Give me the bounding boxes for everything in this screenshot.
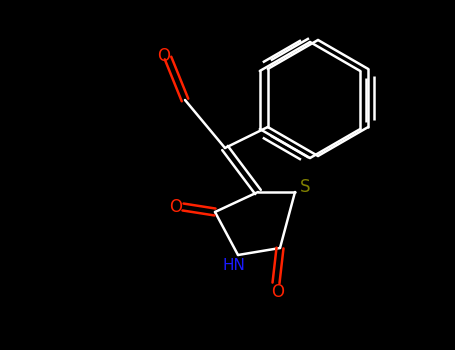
Text: O: O (157, 47, 171, 65)
Text: O: O (272, 283, 284, 301)
Text: S: S (300, 178, 310, 196)
Text: O: O (170, 198, 182, 216)
Text: HN: HN (222, 258, 245, 273)
